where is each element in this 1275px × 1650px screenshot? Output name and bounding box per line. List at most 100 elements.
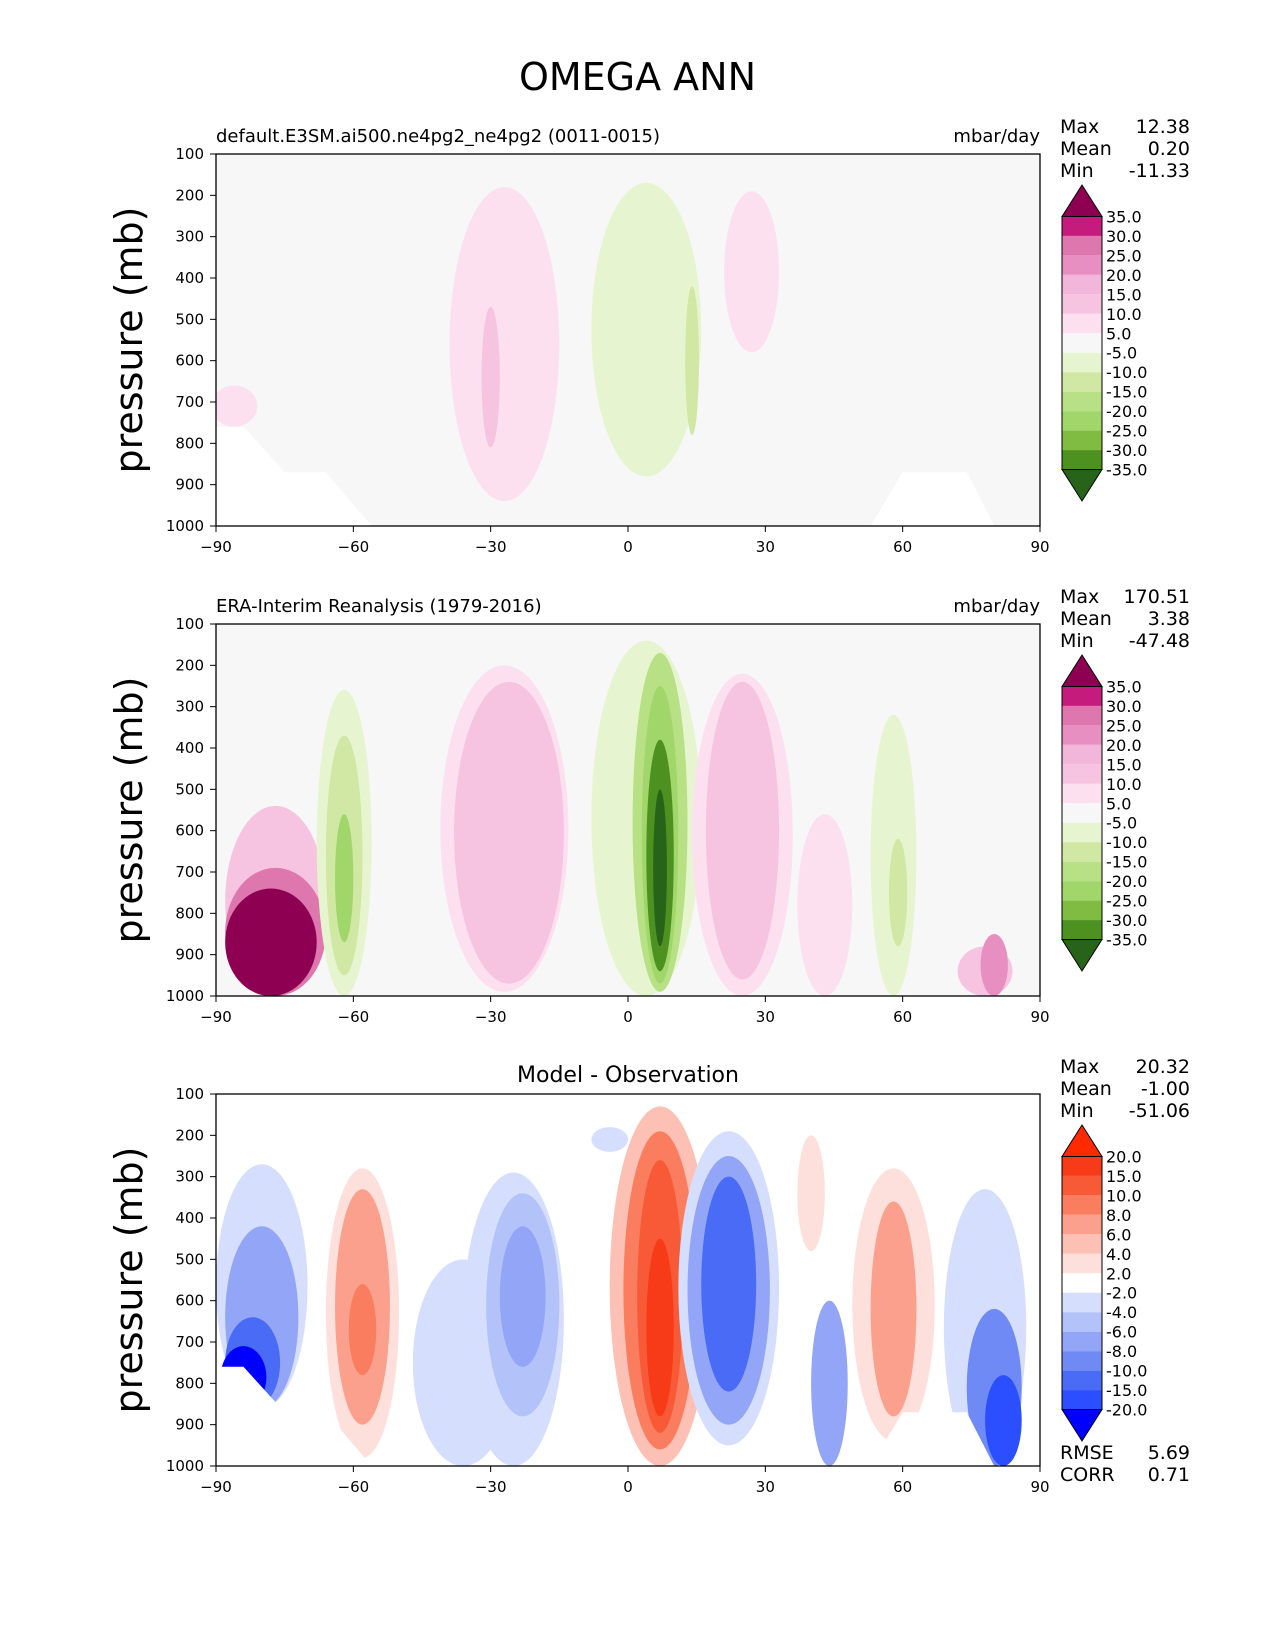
y-tick-label: 500 (175, 310, 204, 328)
panel-units: mbar/day (953, 596, 1040, 617)
stat-row: Mean -1.00 (1060, 1078, 1190, 1100)
y-tick-label: 1000 (166, 987, 204, 1005)
colorbar-segment (1062, 1351, 1102, 1371)
colorbar-segment (1062, 881, 1102, 901)
colorbar-segment (1062, 1195, 1102, 1215)
figure-title: OMEGA ANN (518, 55, 757, 99)
colorbar-segment (1062, 430, 1102, 451)
panel-title-center: Model - Observation (517, 1063, 739, 1088)
colorbar-label: 15.0 (1106, 755, 1142, 774)
colorbar-label: -2.0 (1106, 1284, 1137, 1303)
colorbar-segment (1062, 274, 1102, 295)
y-tick-label: 500 (175, 780, 204, 798)
contour-region (591, 182, 702, 477)
x-tick-label: 60 (893, 1478, 912, 1496)
colorbar-label: 25.0 (1106, 716, 1142, 735)
panel-title-left: default.E3SM.ai500.ne4pg2_ne4pg2 (0011-0… (216, 126, 660, 147)
colorbar-label: -5.0 (1106, 814, 1137, 833)
contour-region (980, 934, 1008, 996)
colorbar-label: -30.0 (1106, 441, 1147, 460)
contour-region (481, 306, 500, 448)
colorbar-label: -35.0 (1106, 461, 1147, 480)
colorbar-label: 6.0 (1106, 1225, 1131, 1244)
x-tick-label: −90 (200, 1008, 232, 1026)
y-tick-label: 300 (175, 698, 204, 716)
colorbar-label: -20.0 (1106, 402, 1147, 421)
y-tick-label: 600 (175, 822, 204, 840)
stat-row: Max 170.51 (1060, 586, 1190, 608)
colorbar-segment (1062, 822, 1102, 843)
colorbar-segment (1062, 842, 1102, 862)
x-tick-label: 30 (756, 1478, 775, 1496)
topography-mask (870, 472, 995, 526)
colorbar-label: -15.0 (1106, 1381, 1147, 1400)
x-tick-label: 30 (756, 538, 775, 556)
y-tick-label: 800 (175, 434, 204, 452)
stat-value: -51.06 (1128, 1100, 1190, 1122)
colorbar-label: -10.0 (1106, 1362, 1147, 1381)
panel-units: mbar/day (953, 126, 1040, 147)
stat-value: 20.32 (1135, 1056, 1190, 1078)
stat-row: Mean 3.38 (1060, 608, 1190, 630)
colorbar-segment (1062, 372, 1102, 392)
stat-value: -1.00 (1140, 1078, 1190, 1100)
colorbar-label: -8.0 (1106, 1342, 1137, 1361)
x-tick-label: −60 (338, 538, 370, 556)
x-tick-label: 30 (756, 1008, 775, 1026)
stat-row: Max 12.38 (1060, 116, 1190, 138)
colorbar-extend-top (1061, 184, 1103, 217)
colorbar-frame (1061, 685, 1103, 941)
colorbar-segment (1062, 313, 1102, 334)
y-tick-label: 800 (175, 904, 204, 922)
colorbar-label: 5.0 (1106, 794, 1131, 813)
y-tick-label: 500 (175, 1250, 204, 1268)
topography-mask (216, 1366, 372, 1466)
x-tick-label: 0 (623, 1008, 633, 1026)
x-tick-label: 60 (893, 538, 912, 556)
colorbar-label: 25.0 (1106, 246, 1142, 265)
contour-region (870, 1201, 917, 1417)
colorbar-segment (1062, 216, 1102, 236)
x-tick-label: 90 (1030, 538, 1049, 556)
topography-mask (870, 1412, 995, 1466)
colorbar-label: -10.0 (1106, 833, 1147, 852)
colorbar-label: -35.0 (1106, 931, 1147, 950)
colorbar-segment (1062, 235, 1102, 256)
x-tick-label: 0 (623, 538, 633, 556)
colorbar-label: -10.0 (1106, 363, 1147, 382)
stat-row: Min -47.48 (1060, 630, 1190, 652)
y-tick-label: 1000 (166, 517, 204, 535)
stat-row: RMSE 5.69 (1060, 1442, 1190, 1464)
stat-name: Max (1060, 586, 1100, 608)
y-tick-label: 900 (175, 476, 204, 494)
colorbar-label: -15.0 (1106, 853, 1147, 872)
contour-region (705, 681, 780, 980)
stat-value: 0.20 (1147, 138, 1190, 160)
x-tick-label: −30 (475, 1478, 507, 1496)
colorbar-label: 20.0 (1106, 736, 1142, 755)
y-tick-label: 400 (175, 1209, 204, 1227)
contour-region (701, 1176, 757, 1392)
y-tick-label: 100 (175, 1085, 204, 1103)
stat-value: 170.51 (1123, 586, 1190, 608)
x-tick-label: −30 (475, 1008, 507, 1026)
contour-region (985, 1375, 1022, 1466)
stat-row: Min -11.33 (1060, 160, 1190, 182)
topography-mask (216, 426, 372, 526)
stat-name: RMSE (1060, 1442, 1114, 1464)
colorbar-segment (1062, 1370, 1102, 1391)
colorbar-segment (1062, 744, 1102, 765)
panel-stats: Max 20.32 Mean -1.00 Min -51.06 (1060, 1056, 1190, 1122)
colorbar-segment (1062, 1390, 1102, 1410)
x-tick-label: −90 (200, 538, 232, 556)
contour-region (724, 191, 780, 353)
contour-region (454, 681, 564, 984)
colorbar-label: 35.0 (1106, 677, 1142, 696)
stat-name: Mean (1060, 1078, 1112, 1100)
colorbar-label: 8.0 (1106, 1206, 1131, 1225)
y-axis-label: pressure (mb) (107, 676, 151, 943)
colorbar-segment (1062, 333, 1102, 353)
colorbar-label: 15.0 (1106, 285, 1142, 304)
stat-name: Max (1060, 116, 1100, 138)
